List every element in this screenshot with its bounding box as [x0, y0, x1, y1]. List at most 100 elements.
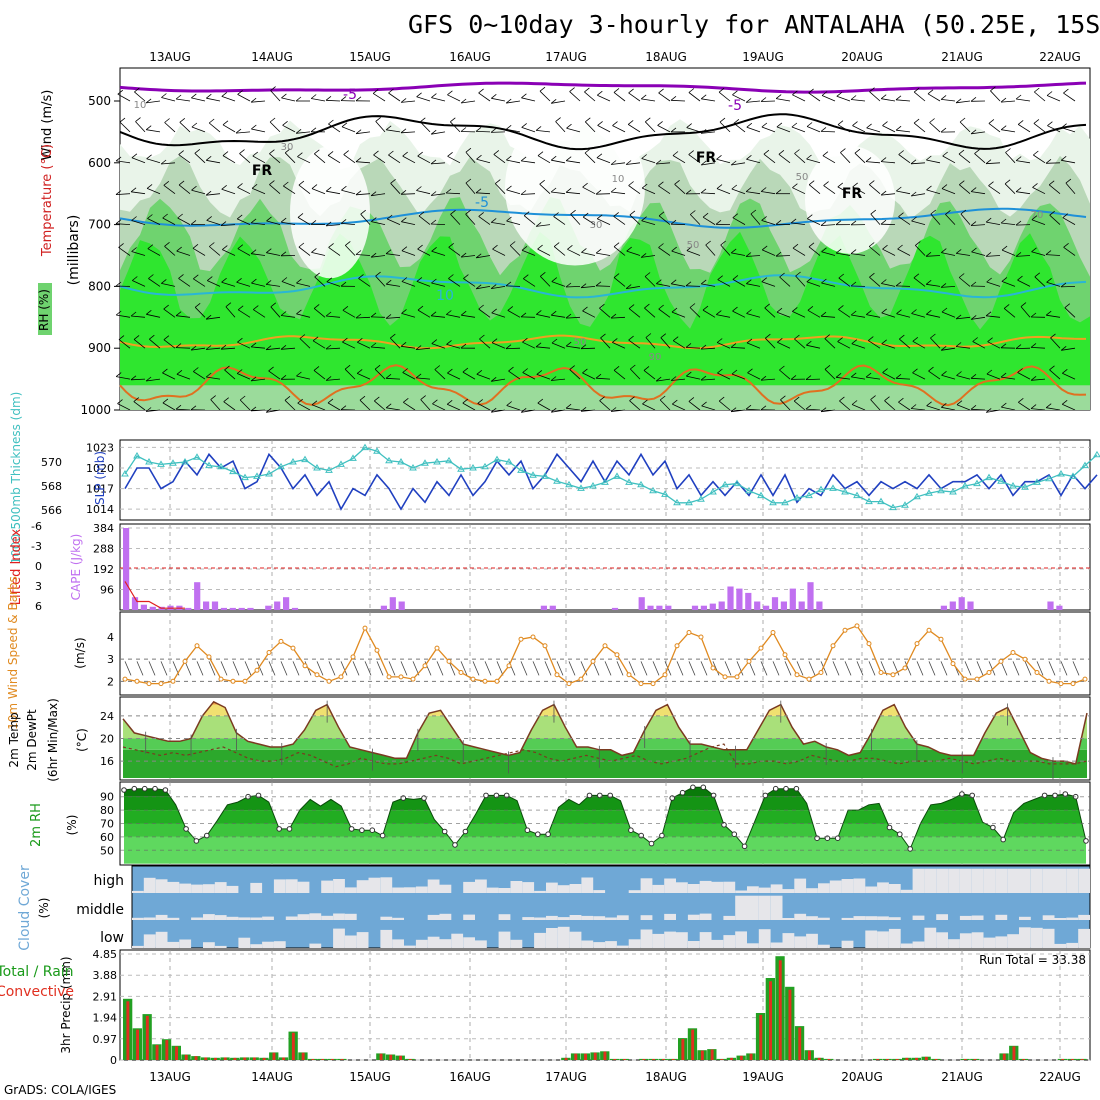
slp-tick-label: 1023 [86, 441, 114, 454]
wind-barb-flag [295, 128, 302, 134]
wind-barb-flag [310, 94, 317, 99]
convective-bar [769, 981, 772, 1060]
wind-barb [600, 337, 611, 349]
convective-bar [1002, 1053, 1006, 1060]
wind-barb [432, 403, 446, 411]
wind-barb-flag [478, 304, 484, 310]
wind-barb-flag [373, 150, 379, 156]
wind-barb-flag [582, 182, 588, 188]
wind-barb-flag [235, 128, 242, 134]
cloud-level-label: high [93, 873, 124, 889]
wind-barb [971, 131, 986, 135]
wind-barb-flag [505, 281, 512, 287]
wind-barb-flag [550, 187, 557, 193]
wind-barb [644, 276, 656, 287]
wind-barb-flag [1034, 272, 1041, 278]
cloud-block [368, 877, 381, 893]
wind-barb-flag [821, 247, 827, 253]
wind-barb-flag [794, 334, 800, 340]
rh-point [276, 826, 283, 832]
wind-barb-flag [281, 277, 288, 282]
wind-barb [311, 252, 326, 256]
wind-barb [270, 306, 281, 318]
cloud-block [510, 881, 523, 893]
cloud-block [995, 936, 1008, 948]
wind-barb-flag [522, 368, 528, 373]
wind-barb [795, 275, 806, 287]
wind10-panel-frame [119, 611, 1091, 696]
wind-barb [268, 370, 281, 380]
wind-barb [537, 248, 551, 256]
wind-barb-flag [745, 404, 752, 410]
wind-speed-point [914, 641, 920, 647]
wind-speed-point [170, 678, 176, 684]
wind-barb-flag [220, 344, 227, 350]
wind-barb [958, 153, 971, 164]
wind-barb [417, 248, 431, 256]
wind-barb [582, 372, 596, 380]
wind-barb-flag [582, 368, 588, 374]
wind-barb-flag [1015, 187, 1022, 193]
date-label-top: 16AUG [449, 50, 491, 64]
cloud-block [546, 928, 558, 948]
wind-barb-flag [910, 404, 917, 409]
wind-barb [1062, 403, 1076, 411]
wind-barb-flag [641, 183, 648, 189]
wind-barb-flag [505, 124, 512, 130]
wind-barb [775, 255, 791, 257]
wind-barb [805, 408, 821, 411]
wind-barb-flag [613, 365, 620, 371]
wind-barb [778, 153, 791, 164]
wind-barb-flag [1015, 156, 1022, 161]
surface-wind-barb [340, 661, 348, 676]
wind-barb [386, 253, 401, 256]
wind-barb-flag [450, 209, 456, 215]
surface-wind-barb [844, 661, 852, 676]
pressure-tick-label: 900 [88, 341, 111, 355]
wind-barb [821, 282, 836, 287]
cloud-block [1030, 868, 1043, 893]
cloud-block [451, 933, 464, 948]
rh-point [462, 828, 469, 835]
wind-barb-flag [430, 159, 437, 165]
wind-barb-flag [1060, 155, 1067, 161]
wind-barb-flag [761, 277, 768, 283]
wind-barbs [115, 86, 1076, 413]
wind-barb-flag [357, 337, 363, 343]
wind-barb-flag [658, 211, 665, 217]
wind-speed-point [590, 658, 596, 664]
wind-barb [732, 217, 746, 225]
wind-barb [642, 187, 656, 195]
wind-barb [716, 158, 731, 164]
wind-speed-point [1058, 681, 1064, 687]
rh-tick-label: 90 [100, 791, 114, 804]
wind-barb [746, 191, 761, 195]
convective-bar [321, 1059, 325, 1060]
wind-barb [762, 249, 776, 256]
cloud-block [250, 882, 263, 893]
wind-barb-flag [491, 93, 497, 99]
wind-barb-flag [898, 212, 904, 218]
wind-barb [266, 347, 281, 351]
wind-barb-flag [716, 154, 722, 160]
thickness-marker [793, 494, 801, 501]
wind-barb-flag [237, 244, 244, 250]
wind-barb [505, 285, 521, 287]
wind-barb [506, 189, 521, 195]
wind-barb-flag [385, 279, 392, 285]
dry-pocket [805, 145, 895, 254]
wind-barb [175, 408, 191, 411]
wind-barb [416, 347, 431, 350]
precip-convective-legend: Convective [0, 984, 74, 1000]
rh-axis-label: RH (%) [37, 289, 51, 331]
rh-point [131, 785, 138, 792]
wind-barb-flag [628, 181, 634, 186]
wind-barb [386, 283, 401, 287]
dry-pocket [505, 109, 645, 266]
wind-speed-point [806, 676, 812, 682]
wind-barb [582, 310, 596, 318]
wind-barb-flag [507, 306, 514, 311]
wind-barb [115, 223, 131, 225]
